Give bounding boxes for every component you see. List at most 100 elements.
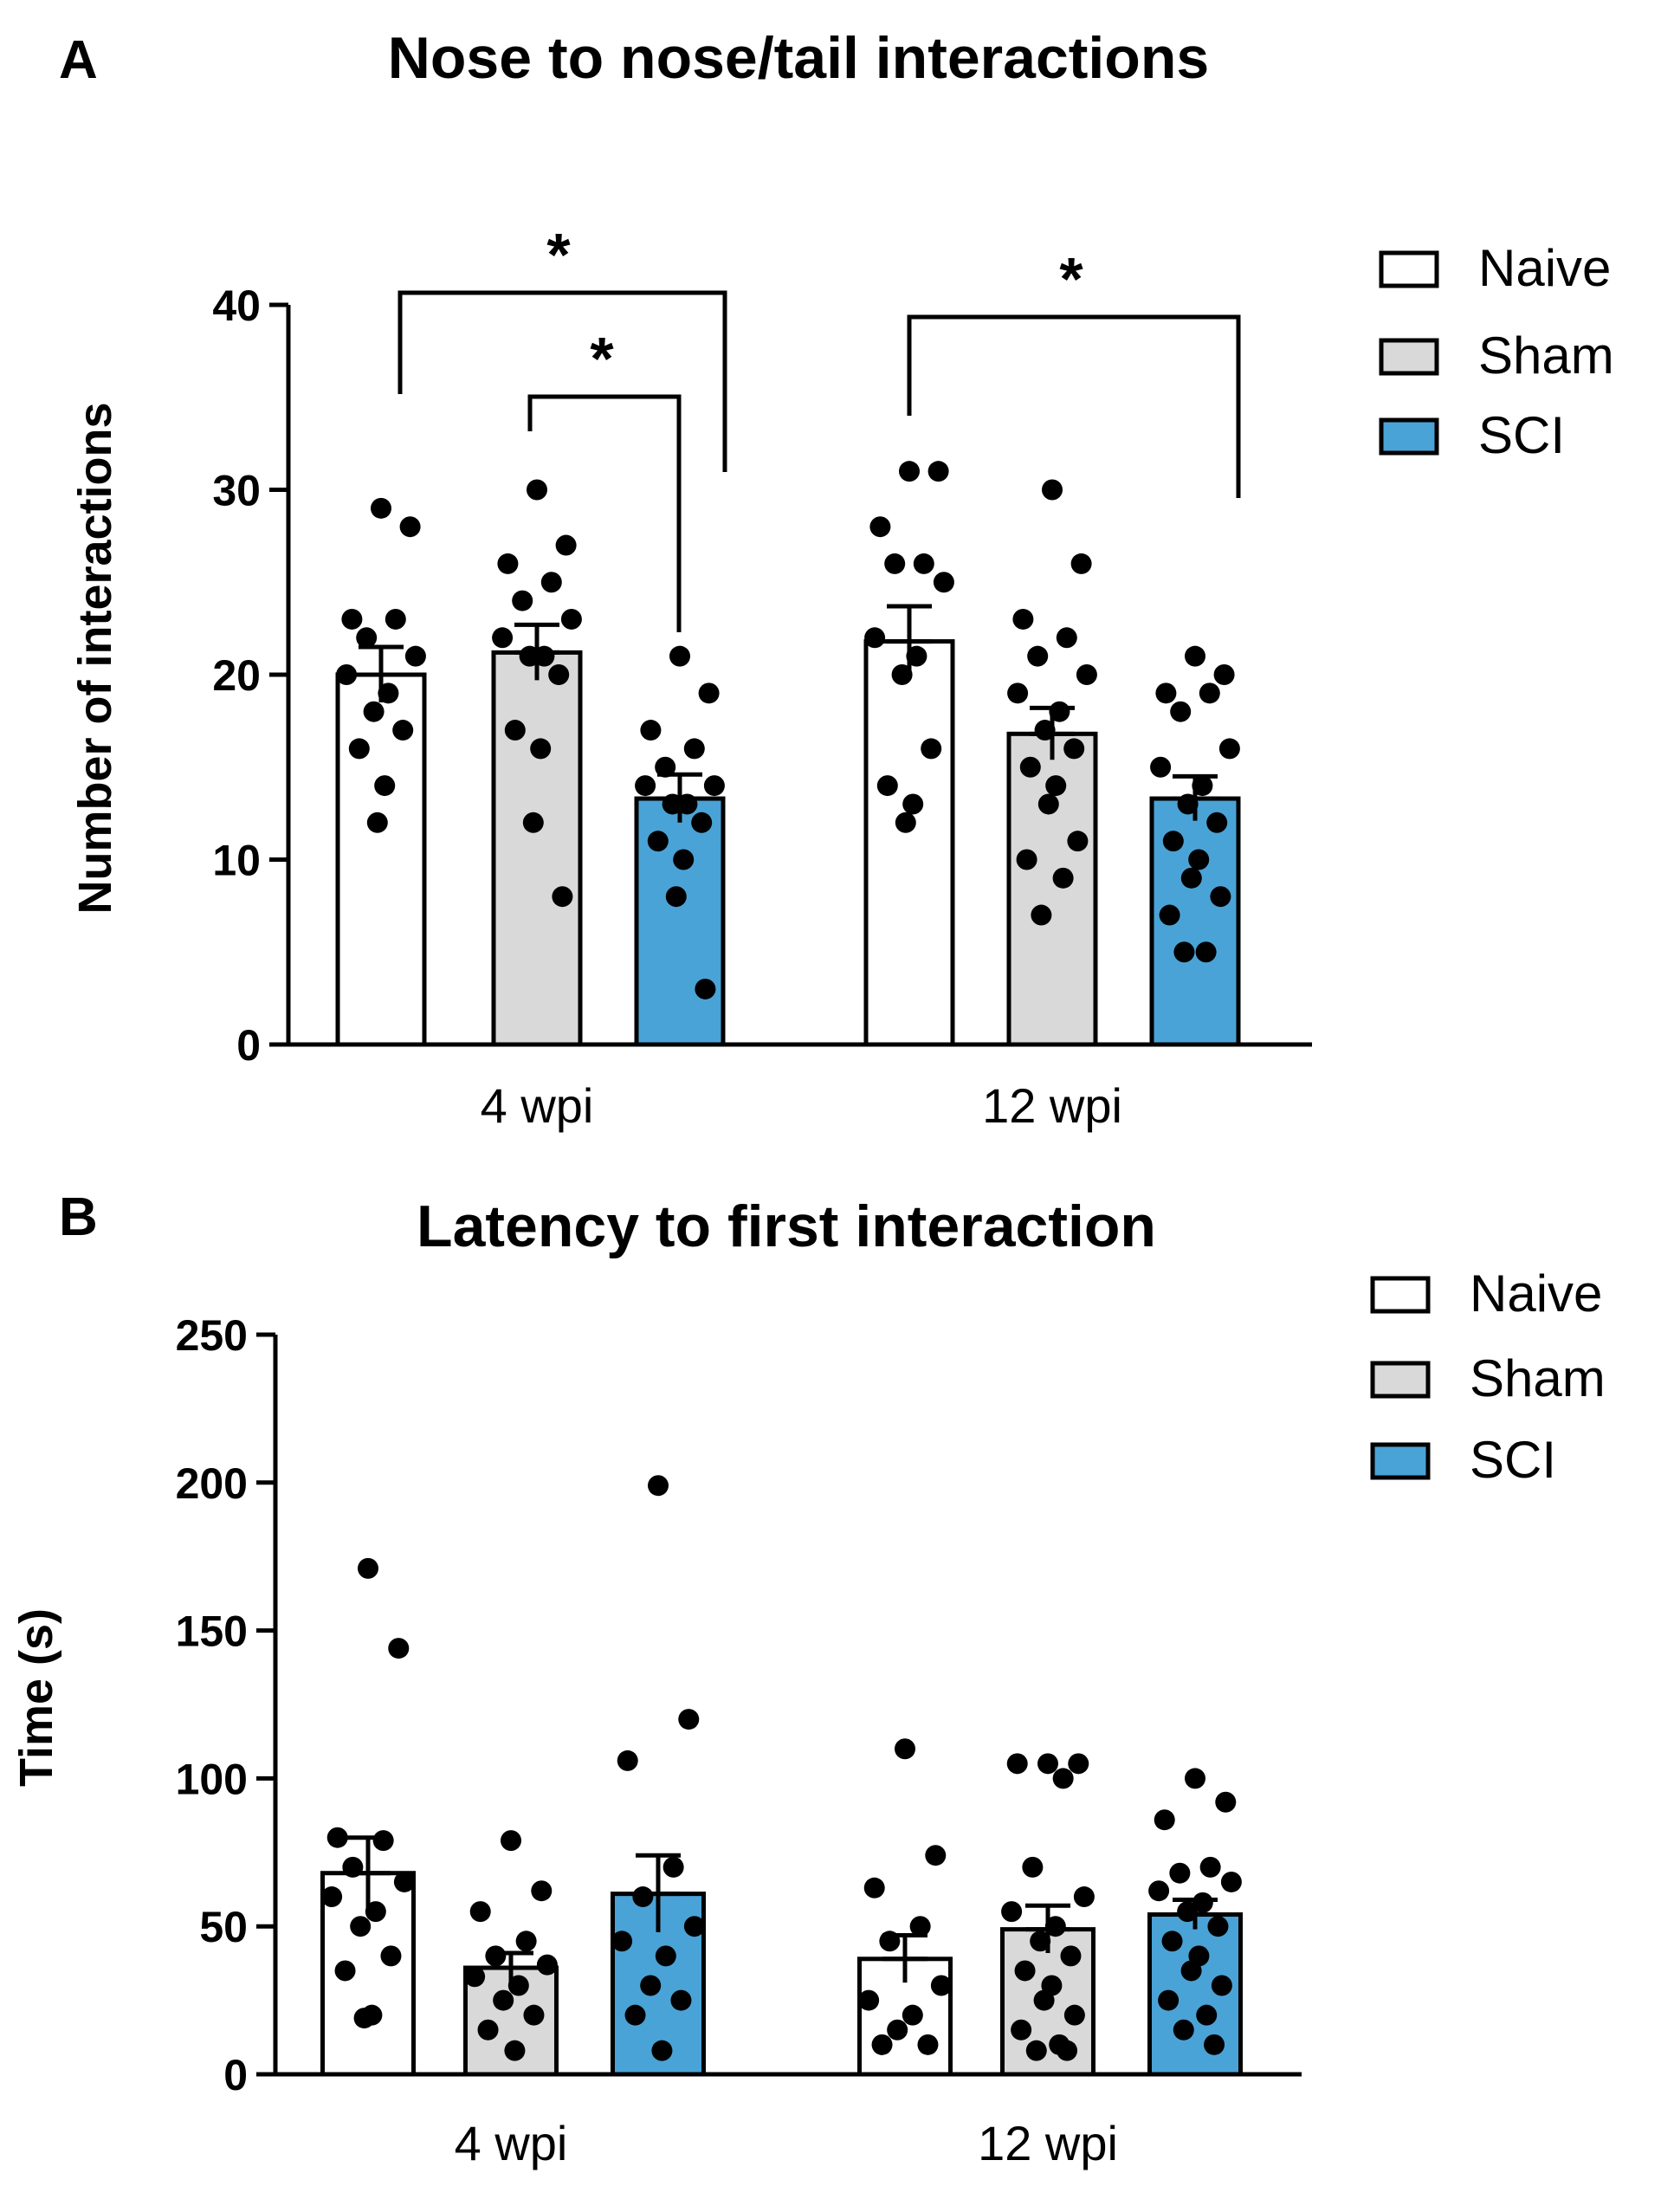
panel-b-4-wpi-sham-point: [507, 1975, 529, 1996]
panel-b-12-wpi-sci-point: [1148, 1880, 1170, 1902]
panel-a-4-wpi-sci-point: [655, 756, 676, 778]
panel-b-4-wpi-sci-point: [662, 1856, 684, 1878]
panel-b-4-wpi-naive-point: [393, 1871, 415, 1892]
panel-a-4-wpi-naive-point: [356, 627, 378, 649]
panel-a-12-wpi-naive-point: [869, 516, 891, 538]
panel-b-12-wpi-sham-point: [1057, 2040, 1078, 2061]
panel-b-plot-area: [320, 1475, 1243, 2077]
panel-b-4-wpi-sham-point: [515, 1931, 537, 1952]
panel-a-4-wpi-naive-point: [404, 645, 426, 667]
panel-b-legend-label-sham: Sham: [1470, 1349, 1606, 1407]
panel-b-4-wpi-sham-point: [464, 1966, 486, 1988]
panel-a-plot-area: [335, 461, 1241, 1047]
panel-b-12-wpi-sham-point: [1001, 1901, 1023, 1923]
panel-b-12-wpi-sci-point: [1192, 1892, 1213, 1913]
panel-a-4-wpi-naive-point: [371, 497, 391, 519]
panel-a-4-wpi-naive-point: [336, 664, 358, 685]
panel-a-4-wpi-sci-point: [635, 775, 656, 797]
panel-b-12-wpi-sham-point: [1011, 2019, 1032, 2041]
panel-b-4-wpi-sci-point: [683, 1916, 705, 1937]
panel-a-12-wpi-sci-point: [1180, 867, 1202, 889]
panel-a-y-tick-label-20: 20: [212, 651, 261, 700]
panel-a-4-wpi-sham-point: [530, 738, 552, 760]
panel-b-12-wpi-sham-point: [1052, 1768, 1074, 1789]
panel-b-12-wpi-sham-point: [1033, 1989, 1055, 2011]
panel-a-12-wpi-sci-point: [1188, 849, 1210, 870]
panel-a-12-wpi-naive-point: [913, 553, 934, 574]
panel-a-12-wpi-sham-point: [1037, 793, 1059, 815]
panel-b-12-wpi-sham-point: [1060, 1945, 1082, 1967]
panel-b-12-wpi-naive-point: [902, 2004, 923, 2026]
panel-a-12-wpi-naive-point: [876, 775, 898, 797]
panel-a-12-wpi-naive-point: [927, 461, 949, 482]
panel-a-significance-star-2: *: [590, 325, 614, 392]
panel-a-significance-bracket-1: [397, 290, 727, 472]
panel-b-y-tick-label-200: 200: [176, 1459, 248, 1508]
panel-b-4-wpi-sci-point: [670, 1989, 692, 2011]
panel-b-4-wpi-naive-point: [321, 1886, 343, 1908]
panel-b-12-wpi-naive-point: [887, 2019, 908, 2041]
panel-a: A Nose to nose/tail interactions Number …: [59, 25, 1614, 1133]
panel-b-12-wpi-sham-point: [1068, 1753, 1089, 1775]
panel-a-legend: Naive Sham SCI: [1379, 239, 1614, 464]
panel-b-4-wpi-sci-point: [651, 2040, 673, 2061]
panel-a-4-wpi-naive-point: [348, 738, 370, 760]
panel-a-4-wpi-sham-point: [527, 479, 547, 501]
panel-b-12-wpi-naive-point: [863, 1877, 885, 1898]
panel-a-4-wpi-sci-point: [647, 831, 669, 852]
panel-a-significance: * * *: [397, 221, 1241, 632]
panel-a-4-wpi-naive-point: [399, 516, 421, 538]
panel-a-12-wpi-sci-point: [1218, 738, 1240, 760]
panel-b-letter: B: [59, 1187, 98, 1247]
panel-b-x-ticks: 4 wpi 12 wpi: [455, 2116, 1118, 2170]
panel-a-legend-swatch-sci: [1379, 417, 1439, 456]
panel-a-4-wpi-sci-point: [665, 886, 687, 908]
panel-a-12-wpi-naive-point: [921, 738, 942, 760]
panel-b-x-label-4-wpi: 4 wpi: [455, 2116, 568, 2170]
panel-b-4-wpi-naive-point: [334, 1960, 356, 1982]
panel-a-4-wpi-sci-point: [698, 682, 720, 704]
panel-b-4-wpi-sci-point: [624, 2004, 646, 2026]
panel-b-12-wpi-naive-point: [871, 2034, 893, 2055]
panel-b-12-wpi-sci-point: [1207, 1916, 1229, 1937]
panel-a-12-wpi-sci-point: [1199, 682, 1220, 704]
panel-a-4-wpi-sci-point: [691, 812, 713, 833]
panel-b-4-wpi-sham-point: [536, 1954, 558, 1976]
panel-a-12-wpi-sham-point: [1052, 867, 1074, 889]
panel-a-12-wpi-sham-point: [1016, 849, 1037, 870]
panel-b-4-wpi-sci-point: [655, 1945, 676, 1967]
panel-a-y-ticks: 0 10 20 30 40: [212, 281, 288, 1070]
panel-b-4-wpi-sham-point: [493, 1989, 514, 2011]
panel-b-y-axis-label: Time (s): [10, 1608, 62, 1787]
panel-a-12-wpi-naive-bar: [863, 639, 955, 1047]
panel-b-12-wpi-sci-point: [1177, 1901, 1199, 1923]
panel-b-12-wpi-sham-point: [1044, 1916, 1066, 1937]
panel-a-12-wpi-naive-point: [899, 461, 920, 482]
panel-b-y-tick-label-50: 50: [199, 1903, 248, 1951]
panel-a-12-wpi-sham-point: [1012, 608, 1034, 630]
panel-a-y-axis-label: Number of interactions: [69, 402, 121, 914]
panel-b-12-wpi-sci-point: [1158, 1989, 1180, 2011]
panel-a-12-wpi-sci-point: [1170, 701, 1192, 722]
panel-a-significance-star-1: *: [546, 221, 571, 288]
panel-a-12-wpi-sci-point: [1162, 831, 1184, 852]
panel-b-12-wpi-sci-point: [1204, 2034, 1225, 2055]
panel-a-4-wpi-sham-point: [512, 590, 533, 611]
panel-a-4-wpi-sci-point: [703, 775, 725, 797]
panel-a-12-wpi-sci-point: [1206, 812, 1228, 833]
panel-b-12-wpi-naive-point: [858, 1989, 880, 2011]
panel-b-y-tick-label-150: 150: [176, 1607, 248, 1656]
panel-b-legend-label-sci: SCI: [1470, 1431, 1556, 1489]
panel-b-4-wpi-naive-point: [353, 2008, 375, 2029]
panel-b-4-wpi-sham-point: [477, 2019, 499, 2041]
panel-a-4-wpi-sham-point: [497, 553, 519, 574]
panel-a-12-wpi-sham-point: [1019, 756, 1041, 778]
panel-b-4-wpi-naive-point: [326, 1827, 348, 1848]
panel-b-4-wpi-sci-point: [617, 1750, 638, 1771]
panel-b-12-wpi-sci-point: [1211, 1975, 1232, 1996]
panel-b-12-wpi-sci-point: [1173, 2019, 1194, 2041]
panel-a-legend-swatch-naive: [1379, 250, 1439, 288]
panel-a-legend-label-sham: Sham: [1478, 327, 1614, 385]
panel-a-y-tick-label-0: 0: [236, 1021, 261, 1070]
panel-b-12-wpi-sci-point: [1199, 1856, 1221, 1878]
